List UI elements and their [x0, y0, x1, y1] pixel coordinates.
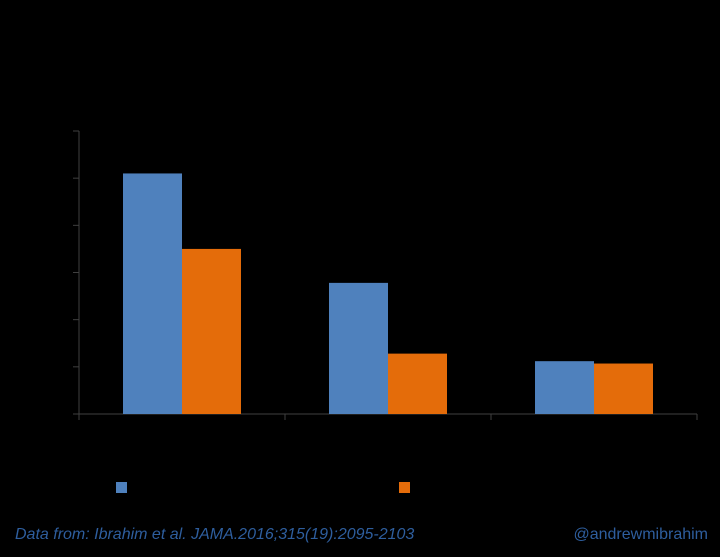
- legend-marker-0: [116, 482, 127, 493]
- chart-legend: [116, 482, 410, 493]
- chart-bars: [123, 173, 653, 414]
- legend-marker-1: [399, 482, 410, 493]
- bar-series1-cat1: [388, 353, 447, 414]
- bar-series1-cat0: [182, 248, 241, 414]
- bar-series0-cat1: [329, 282, 388, 414]
- bar-series1-cat2: [594, 363, 653, 414]
- bar-series0-cat2: [535, 361, 594, 414]
- author-handle: @andrewmibrahim: [573, 526, 708, 543]
- source-citation: Data from: Ibrahim et al. JAMA.2016;315(…: [15, 526, 415, 543]
- bar-series0-cat0: [123, 173, 182, 414]
